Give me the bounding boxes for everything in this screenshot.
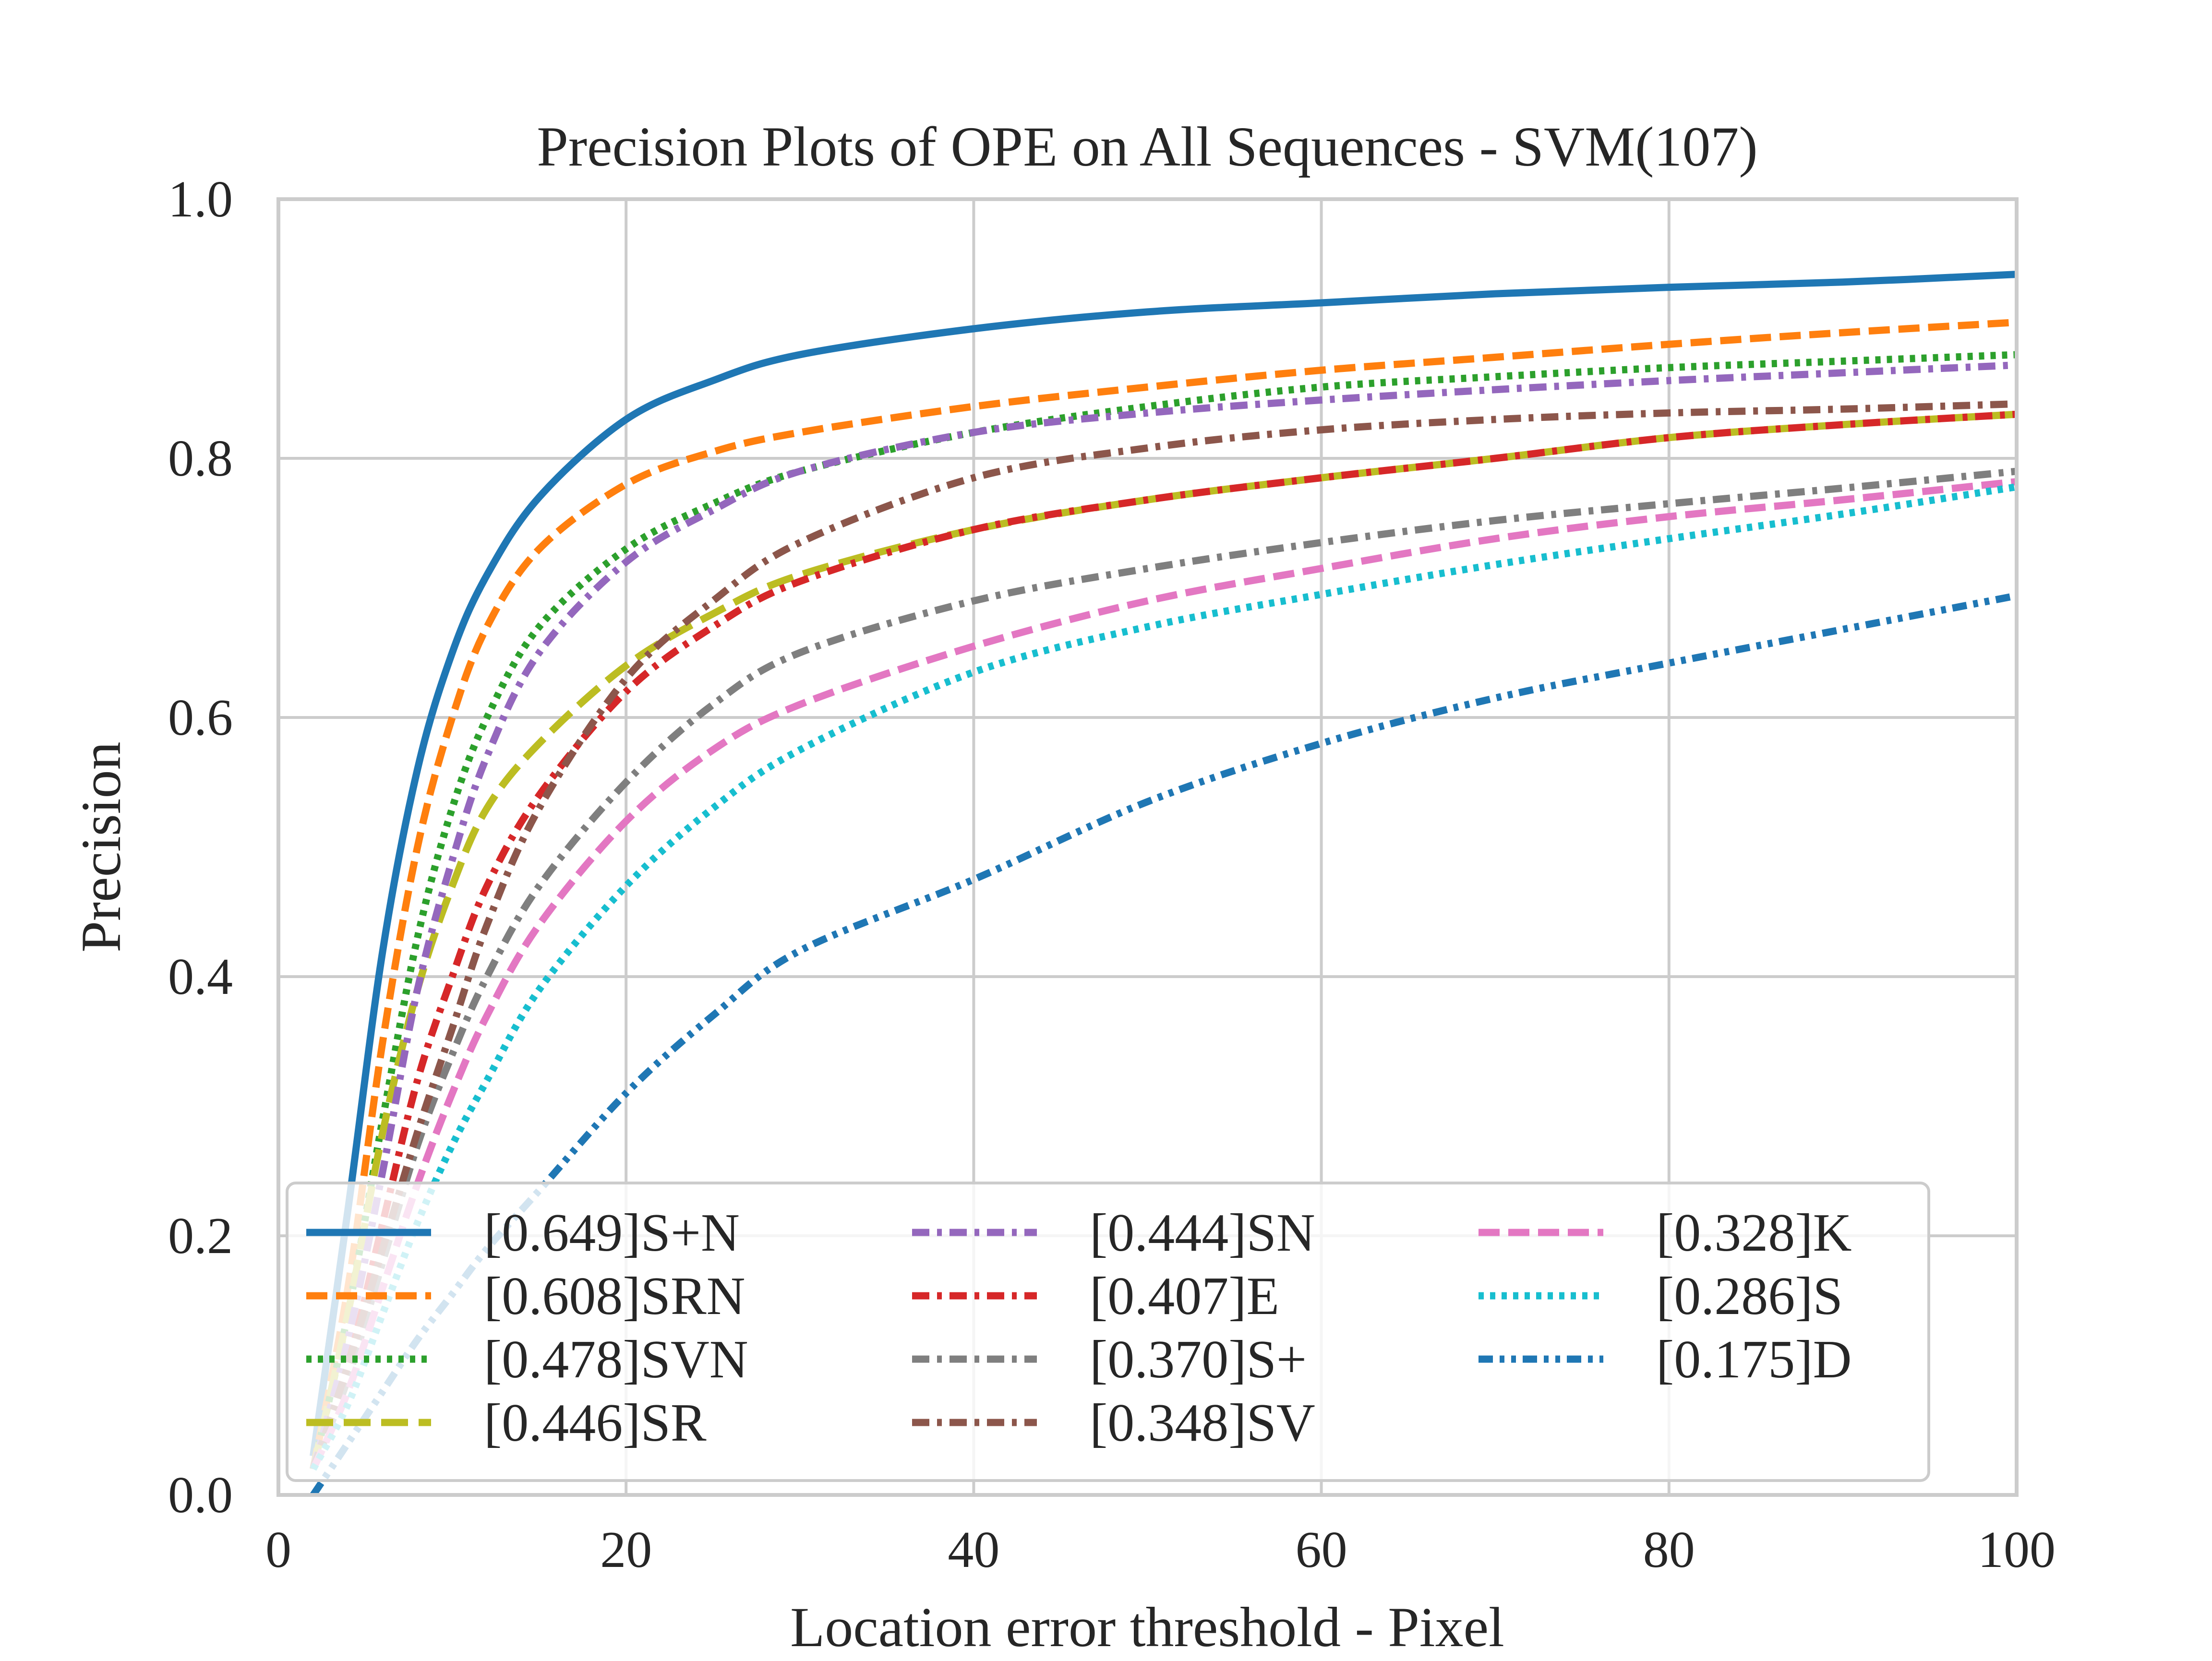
y-tick-label: 0.4 bbox=[168, 948, 233, 1005]
plot-series bbox=[309, 271, 2018, 1497]
y-tick-label: 0.2 bbox=[168, 1207, 233, 1265]
legend-label: [0.286]S bbox=[1656, 1267, 1843, 1326]
x-axis-label: Location error threshold - Pixel bbox=[790, 1596, 1504, 1659]
x-tick-label: 0 bbox=[265, 1521, 291, 1578]
series-line bbox=[310, 410, 2017, 1470]
legend-label: [0.446]SR bbox=[484, 1393, 707, 1453]
legend-label: [0.478]SVN bbox=[484, 1330, 748, 1389]
legend-label: [0.348]SV bbox=[1090, 1393, 1315, 1453]
series-line bbox=[310, 467, 2017, 1470]
legend-box bbox=[286, 1182, 1930, 1482]
legend-label: [0.444]SN bbox=[1090, 1203, 1315, 1263]
y-tick-label: 1.0 bbox=[168, 171, 233, 228]
series-line bbox=[310, 410, 2017, 1470]
legend-label: [0.175]D bbox=[1656, 1330, 1851, 1389]
x-tick-label: 100 bbox=[1978, 1521, 2056, 1578]
plot-frame bbox=[276, 197, 2019, 1497]
legend: [0.649]S+N[0.608]SRN[0.478]SVN[0.446]SR [… bbox=[286, 1182, 1930, 1482]
x-tick-label: 20 bbox=[600, 1521, 652, 1578]
series-line bbox=[310, 351, 2017, 1470]
x-tick-label: 40 bbox=[948, 1521, 999, 1578]
legend-label: [0.370]S+ bbox=[1090, 1330, 1307, 1389]
x-tick-label: 60 bbox=[1296, 1521, 1347, 1578]
axis-ticks: 0 20 40 60 80 100 0.0 0.2 0.4 0.6 0.8 1.0 bbox=[168, 171, 2056, 1578]
series-line bbox=[310, 400, 2017, 1470]
series-line bbox=[310, 592, 2018, 1497]
y-tick-label: 0.6 bbox=[168, 689, 233, 746]
legend-label: [0.649]S+N bbox=[484, 1203, 740, 1263]
legend-label: [0.608]SRN bbox=[484, 1267, 745, 1326]
series-line bbox=[310, 319, 2017, 1470]
x-tick-label: 80 bbox=[1643, 1521, 1695, 1578]
series-line bbox=[309, 271, 2017, 1457]
series-line bbox=[310, 361, 2017, 1470]
y-axis-label: Precision bbox=[70, 741, 132, 952]
legend-label: [0.407]E bbox=[1090, 1267, 1279, 1326]
chart-title: Precision Plots of OPE on All Sequences … bbox=[537, 115, 1757, 178]
y-tick-label: 0.0 bbox=[168, 1467, 233, 1524]
legend-label: [0.328]K bbox=[1656, 1203, 1851, 1263]
series-line bbox=[310, 483, 2018, 1471]
y-tick-label: 0.8 bbox=[168, 430, 233, 487]
